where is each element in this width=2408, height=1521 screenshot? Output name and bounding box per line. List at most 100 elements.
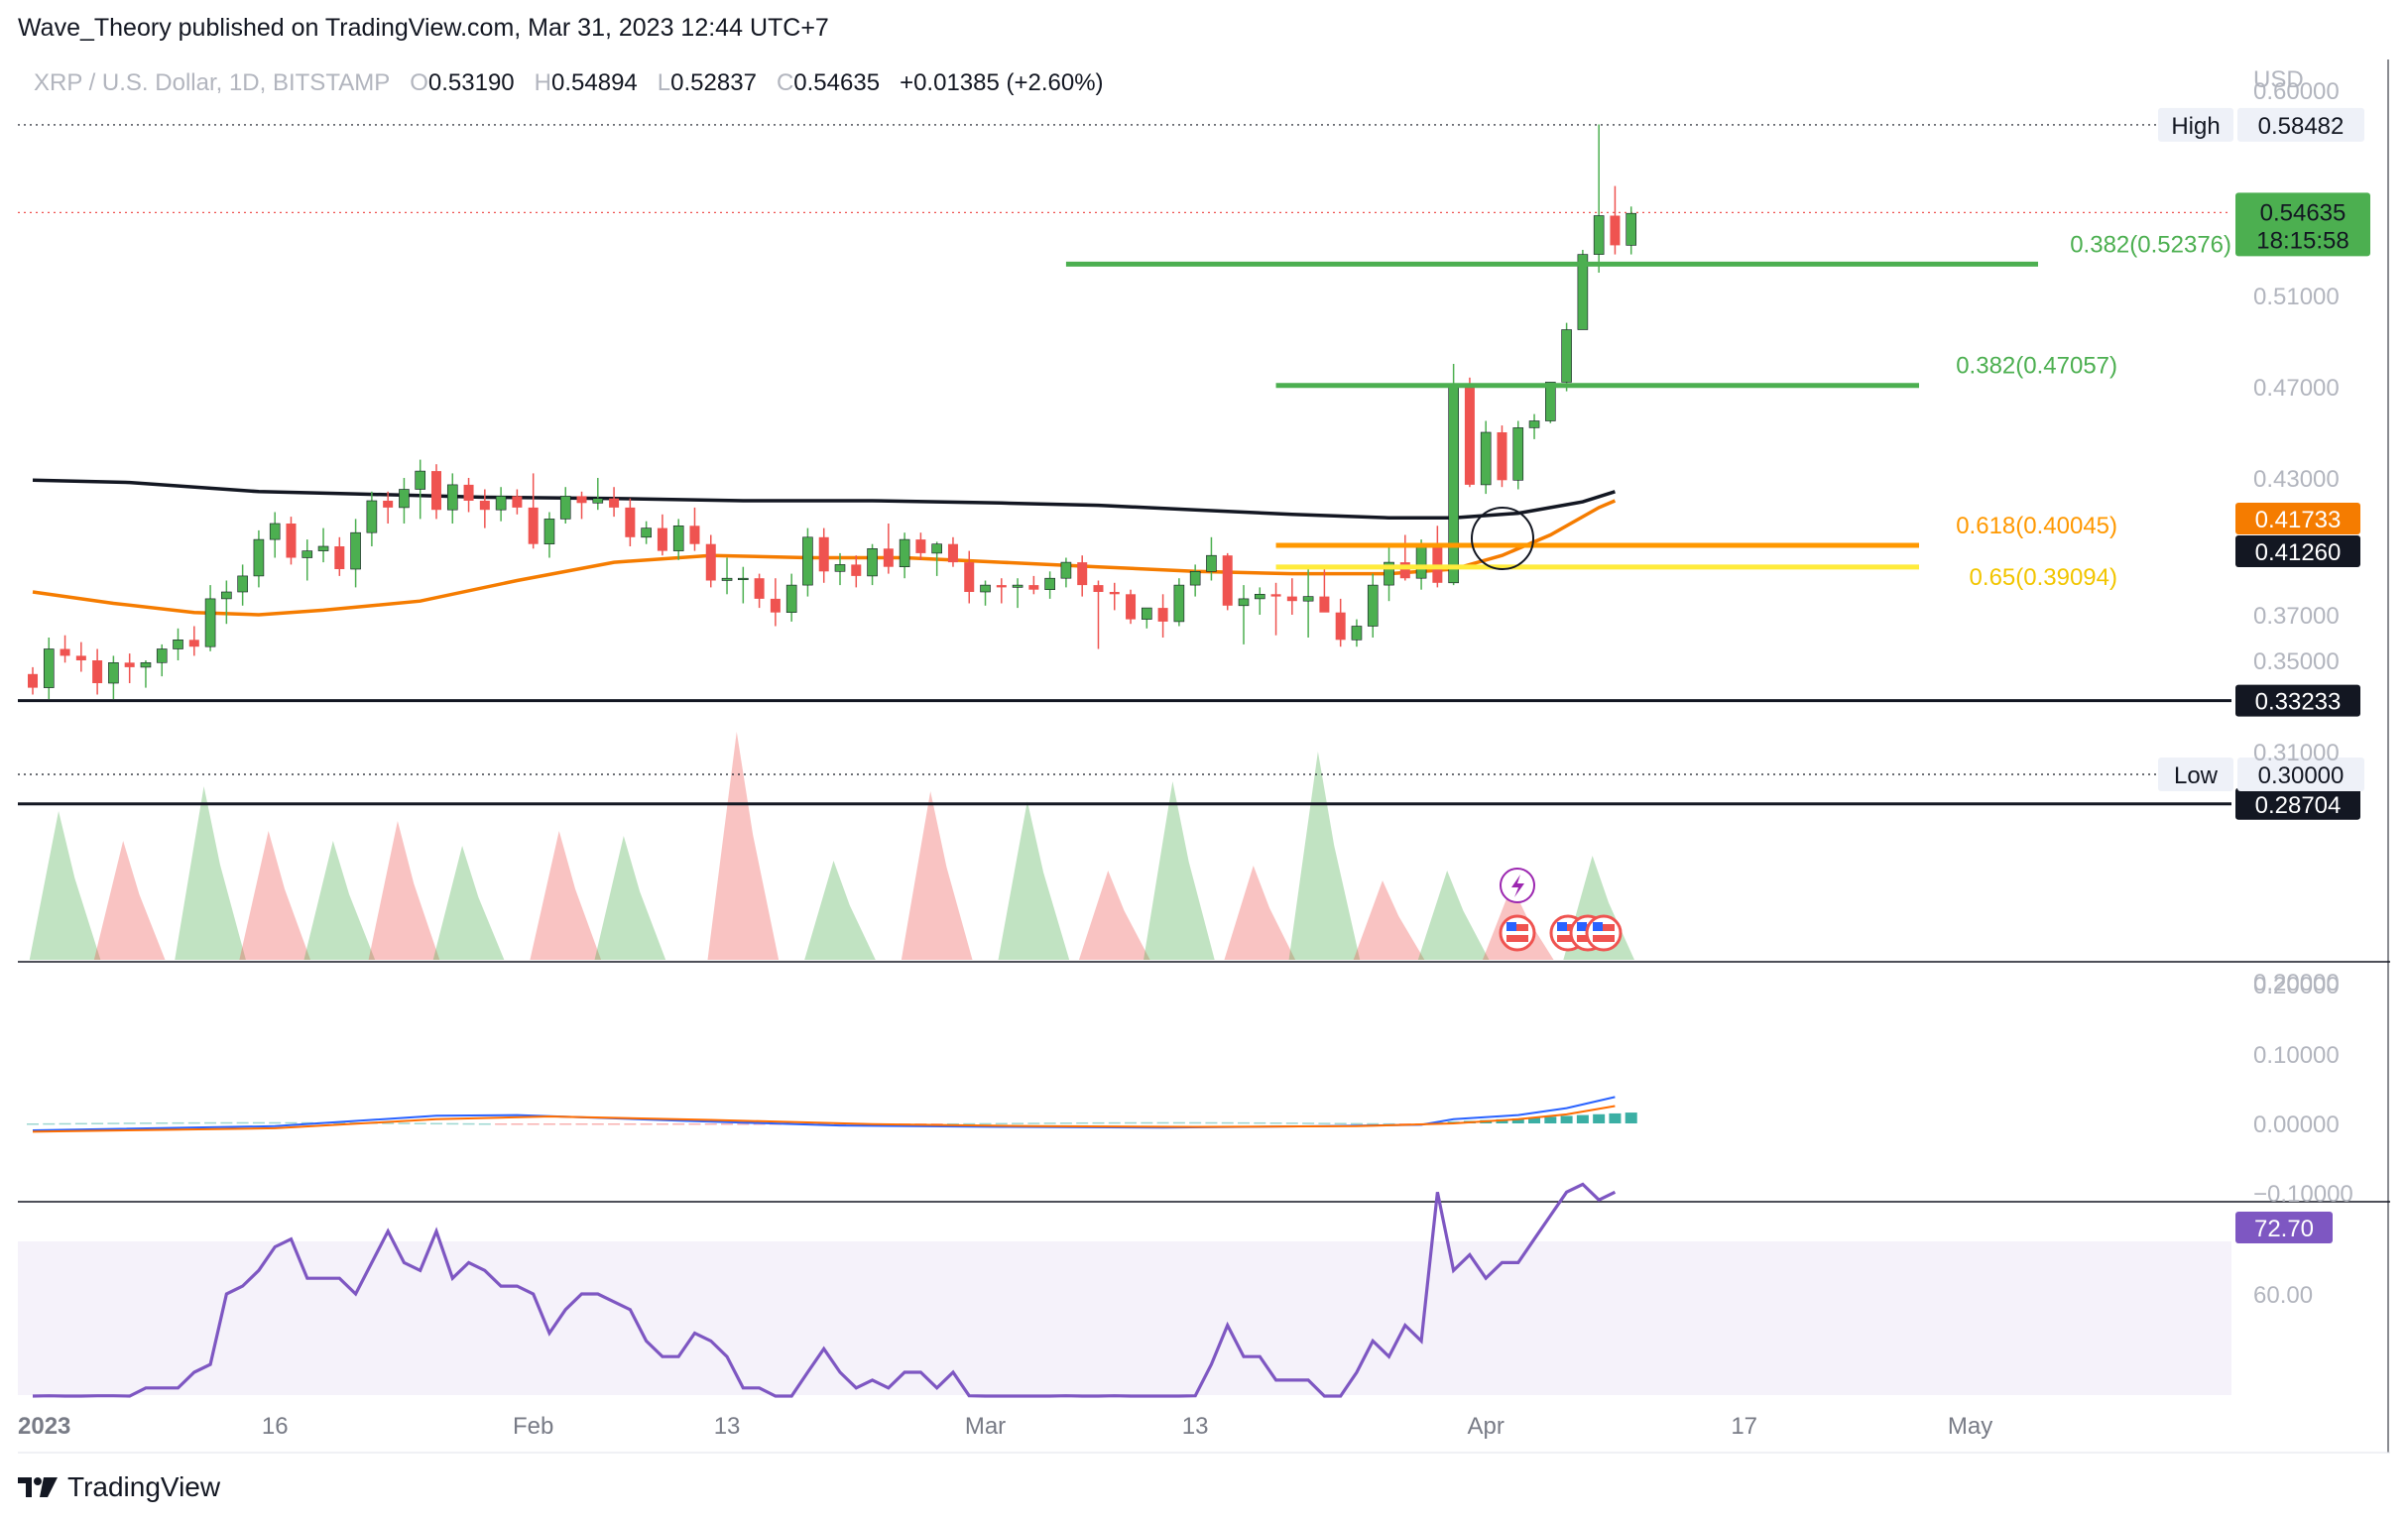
candle-body: [738, 577, 749, 581]
flag-us-icon: [1585, 914, 1623, 952]
flag-stripe: [1557, 924, 1579, 931]
candle-body: [851, 564, 862, 576]
candle-body: [1254, 593, 1265, 600]
candle-body: [1625, 212, 1637, 246]
macd-histogram-bar: [139, 1122, 152, 1124]
macd-histogram-bar: [1593, 1113, 1606, 1123]
fib-label: 0.382(0.47057): [1956, 353, 2117, 380]
candle-body: [705, 543, 716, 581]
macd-histogram-bar: [656, 1123, 668, 1125]
time-tick: Apr: [1468, 1413, 1505, 1440]
candle-body: [1497, 432, 1507, 481]
candle-body: [431, 471, 441, 511]
macd-tick: −0.10000: [2253, 1181, 2353, 1208]
candle-body: [1545, 382, 1556, 421]
macd-histogram-bar: [446, 1122, 459, 1125]
candle-body: [1610, 215, 1621, 246]
candle-body: [43, 648, 55, 688]
candle-body: [1206, 554, 1217, 572]
flag-stripe: [1557, 935, 1579, 942]
open-label: O: [410, 69, 428, 96]
price-tick: 0.60000: [2253, 78, 2340, 105]
time-tick: 13: [1182, 1413, 1209, 1440]
candle-body: [672, 525, 684, 551]
candle-body: [657, 527, 667, 551]
close-label: C: [776, 69, 794, 96]
open-value: 0.53190: [427, 69, 515, 96]
currency-label: USD: [2253, 66, 2304, 93]
candle-body: [802, 536, 813, 586]
tradingview-brand[interactable]: TradingView: [18, 1471, 220, 1503]
price-tick: 0.31000: [2253, 740, 2340, 766]
macd-histogram-bar: [74, 1122, 87, 1125]
change-value: +0.01385 (+2.60%): [900, 69, 1104, 96]
macd-histogram-bar: [27, 1123, 39, 1125]
level-badge: [2235, 787, 2360, 820]
candle-body: [221, 591, 232, 600]
macd-pane: 0.20000 0.10000 0.00000 −0.10000: [27, 973, 2353, 1208]
volume-wave: [368, 821, 440, 960]
ma-price-label: 0.41733: [2255, 507, 2342, 533]
candle-body: [317, 545, 329, 551]
volume-histogram: [29, 732, 1634, 960]
volume-wave: [432, 846, 505, 960]
candle-body: [188, 640, 199, 647]
candle-body: [92, 660, 103, 683]
candle-body: [689, 526, 700, 544]
candle-body: [592, 498, 604, 504]
macd-histogram-bar: [1318, 1122, 1331, 1124]
candle-body: [1189, 570, 1201, 586]
candle-body: [1012, 584, 1023, 588]
macd-histogram-bar: [1625, 1112, 1637, 1123]
macd-histogram-bar: [1172, 1121, 1185, 1124]
macd-histogram-bar: [1221, 1121, 1234, 1124]
candle-body: [156, 648, 168, 663]
ma-price-badge: [2235, 535, 2360, 567]
candle-body: [350, 531, 361, 570]
level-tag-label: High: [2171, 113, 2220, 140]
rsi-value-badge: [2235, 1212, 2333, 1243]
macd-histogram-bar: [123, 1122, 136, 1124]
symbol-title[interactable]: XRP / U.S. Dollar, 1D, BITSTAMP: [34, 69, 391, 96]
macd-histogram-bar: [333, 1121, 346, 1124]
macd-histogram-bar: [43, 1122, 56, 1125]
candle-body: [173, 639, 183, 649]
candle-body: [1335, 612, 1346, 641]
time-tick: 2023: [18, 1413, 70, 1440]
golden-cross-circle: [1471, 507, 1534, 570]
candle-body: [1577, 254, 1589, 330]
candle-body: [899, 538, 910, 567]
macd-tick: 0.00000: [2253, 1112, 2340, 1138]
volume-wave: [1288, 752, 1361, 960]
macd-histogram-bar: [285, 1121, 298, 1124]
candle-body: [1157, 608, 1168, 622]
volume-wave: [998, 801, 1070, 960]
volume-wave: [901, 791, 973, 960]
candle-body: [108, 661, 119, 684]
volume-wave: [175, 786, 246, 960]
macd-histogram-bar: [575, 1123, 588, 1125]
macd-histogram-bar: [1238, 1121, 1250, 1124]
candle-body: [559, 496, 571, 520]
candle-body: [947, 543, 958, 563]
publisher-line: Wave_Theory published on TradingView.com…: [18, 14, 829, 42]
candle-body: [785, 584, 797, 613]
price-tick: 0.35000: [2253, 648, 2340, 675]
candle-body: [204, 598, 216, 647]
macd-histogram-bar: [1108, 1121, 1121, 1124]
time-tick: 16: [262, 1413, 289, 1440]
macd-histogram-bar: [640, 1123, 653, 1125]
macd-histogram-bar: [414, 1122, 426, 1124]
macd-histogram-bar: [963, 1122, 976, 1125]
macd-histogram-bar: [753, 1123, 766, 1125]
macd-histogram-bar: [382, 1122, 395, 1124]
flag-stripe: [1593, 924, 1615, 931]
volume-wave: [93, 841, 166, 960]
macd-histogram-bar: [704, 1123, 717, 1125]
candle-body: [269, 523, 281, 540]
candle-body: [463, 484, 474, 501]
candle-body: [301, 550, 313, 558]
chart-frame: [18, 59, 2390, 1454]
level-price-box: [2237, 107, 2364, 142]
